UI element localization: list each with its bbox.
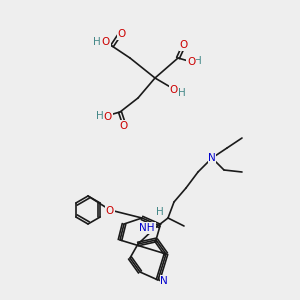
Text: O: O xyxy=(104,112,112,122)
Text: O: O xyxy=(170,85,178,95)
Text: N: N xyxy=(160,276,168,286)
Text: H: H xyxy=(96,111,104,121)
Text: H: H xyxy=(93,37,101,47)
Text: N: N xyxy=(208,153,216,163)
Text: O: O xyxy=(180,40,188,50)
Text: NH: NH xyxy=(140,223,155,233)
Text: O: O xyxy=(187,57,195,67)
Text: H: H xyxy=(194,56,202,66)
Text: O: O xyxy=(118,29,126,39)
Text: H: H xyxy=(156,207,164,217)
Text: H: H xyxy=(178,88,186,98)
Text: O: O xyxy=(106,206,114,216)
Text: O: O xyxy=(102,37,110,47)
Text: O: O xyxy=(120,121,128,131)
